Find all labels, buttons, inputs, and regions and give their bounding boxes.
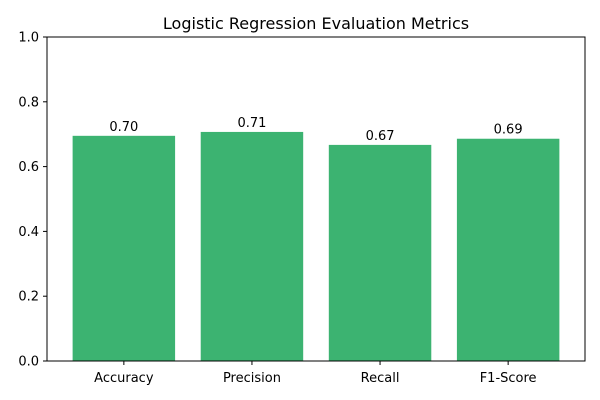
y-tick-label: 0.8 — [18, 95, 39, 110]
data-label: 0.71 — [237, 116, 266, 131]
y-tick-label: 1.0 — [18, 31, 39, 46]
x-tick-label: Accuracy — [94, 371, 154, 386]
plot-frame — [46, 36, 586, 362]
x-tick-label: F1-Score — [480, 371, 537, 386]
x-tick-label: Precision — [223, 371, 281, 386]
data-label: 0.67 — [366, 129, 395, 144]
bars-group — [72, 131, 560, 361]
bar-recall — [328, 144, 432, 361]
x-tick-label: Recall — [361, 371, 400, 386]
y-tick-label: 0.6 — [18, 160, 39, 175]
y-tick-label: 0.0 — [18, 355, 39, 370]
data-labels-group: 0.70 0.71 0.67 0.69 — [109, 116, 522, 144]
chart-title: Logistic Regression Evaluation Metrics — [163, 14, 469, 33]
bar-f1-score — [456, 138, 560, 361]
bar-precision — [200, 131, 304, 361]
y-axis: 0.0 0.2 0.4 0.6 0.8 1.0 — [18, 31, 47, 370]
data-label: 0.70 — [109, 120, 138, 135]
x-axis: Accuracy Precision Recall F1-Score — [94, 361, 537, 386]
bar-accuracy — [72, 135, 176, 361]
y-tick-label: 0.4 — [18, 225, 39, 240]
y-tick-label: 0.2 — [18, 290, 39, 305]
data-label: 0.69 — [494, 123, 523, 138]
